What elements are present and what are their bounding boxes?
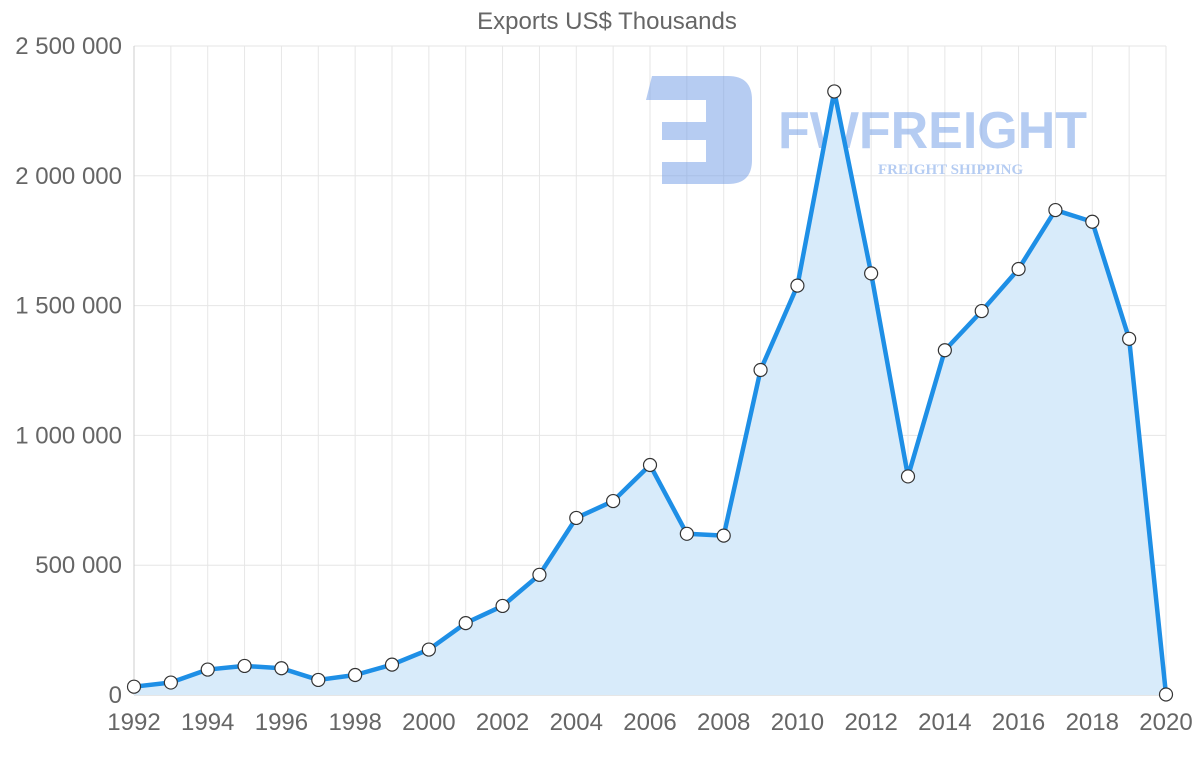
data-point-2012[interactable]	[864, 266, 879, 281]
data-point-2001[interactable]	[458, 615, 473, 631]
data-point-2003[interactable]	[532, 567, 547, 582]
x-tick-label: 2012	[844, 709, 897, 736]
x-tick-label: 1994	[181, 709, 234, 736]
watermark-logo-mark	[646, 76, 752, 184]
series-area	[134, 91, 1166, 696]
data-point-1998[interactable]	[348, 667, 363, 683]
x-tick-label: 2000	[402, 709, 455, 736]
chart-title: Exports US$ Thousands	[477, 8, 737, 35]
points-layer	[126, 84, 1174, 702]
x-tick-label: 2008	[697, 709, 750, 736]
x-tick-label: 2020	[1139, 709, 1192, 736]
watermark-logo: FWFREIGHT FREIGHT SHIPPING	[646, 76, 1087, 184]
data-point-2014[interactable]	[937, 343, 952, 358]
data-point-2017[interactable]	[1048, 202, 1063, 218]
data-point-2009[interactable]	[753, 362, 768, 378]
data-point-2010[interactable]	[790, 278, 805, 293]
data-point-1993[interactable]	[163, 675, 178, 690]
y-axis-ticks: 0 500 000 1 000 000 1 500 000 2 000 000 2 500…	[15, 33, 122, 709]
data-point-2018[interactable]	[1085, 214, 1100, 229]
x-tick-label: 1992	[107, 709, 160, 736]
data-point-2016[interactable]	[1011, 261, 1026, 277]
y-tick-label: 2 000 000	[15, 163, 122, 190]
data-point-2013[interactable]	[900, 469, 916, 484]
y-tick-label: 1 000 000	[15, 422, 122, 449]
data-point-1992[interactable]	[126, 679, 142, 694]
x-tick-label: 2006	[623, 709, 676, 736]
data-point-2006[interactable]	[642, 457, 658, 473]
x-tick-label: 2014	[918, 709, 971, 736]
data-point-1997[interactable]	[311, 672, 326, 688]
data-point-1994[interactable]	[200, 662, 215, 677]
data-point-1996[interactable]	[274, 661, 289, 676]
data-point-2015[interactable]	[974, 303, 989, 319]
x-tick-label: 1998	[328, 709, 381, 736]
data-point-2005[interactable]	[606, 493, 621, 509]
y-tick-label: 0	[109, 682, 122, 709]
x-tick-label: 1996	[255, 709, 308, 736]
data-point-2004[interactable]	[569, 510, 584, 526]
data-point-2000[interactable]	[421, 642, 436, 657]
y-tick-label: 2 500 000	[15, 33, 122, 60]
x-tick-label: 2016	[992, 709, 1045, 736]
x-axis-ticks: 1992 1994 1996 1998 2000 2002 2004 2006 2008 2010…	[107, 709, 1192, 736]
data-point-2019[interactable]	[1122, 331, 1137, 346]
watermark-tagline-text: FREIGHT SHIPPING	[878, 162, 1023, 178]
y-tick-label: 500 000	[35, 552, 122, 579]
data-point-2020[interactable]	[1158, 687, 1174, 702]
x-tick-label: 2004	[550, 709, 603, 736]
data-point-2011[interactable]	[827, 84, 842, 99]
data-point-1995[interactable]	[237, 658, 252, 674]
y-tick-label: 1 500 000	[15, 293, 122, 320]
x-tick-label: 2010	[771, 709, 824, 736]
data-point-1999[interactable]	[384, 657, 400, 672]
x-tick-label: 2002	[476, 709, 529, 736]
area-layer	[134, 91, 1166, 696]
x-tick-label: 2018	[1066, 709, 1119, 736]
data-point-2007[interactable]	[679, 526, 694, 541]
data-point-2002[interactable]	[495, 598, 510, 614]
data-point-2008[interactable]	[716, 528, 731, 543]
